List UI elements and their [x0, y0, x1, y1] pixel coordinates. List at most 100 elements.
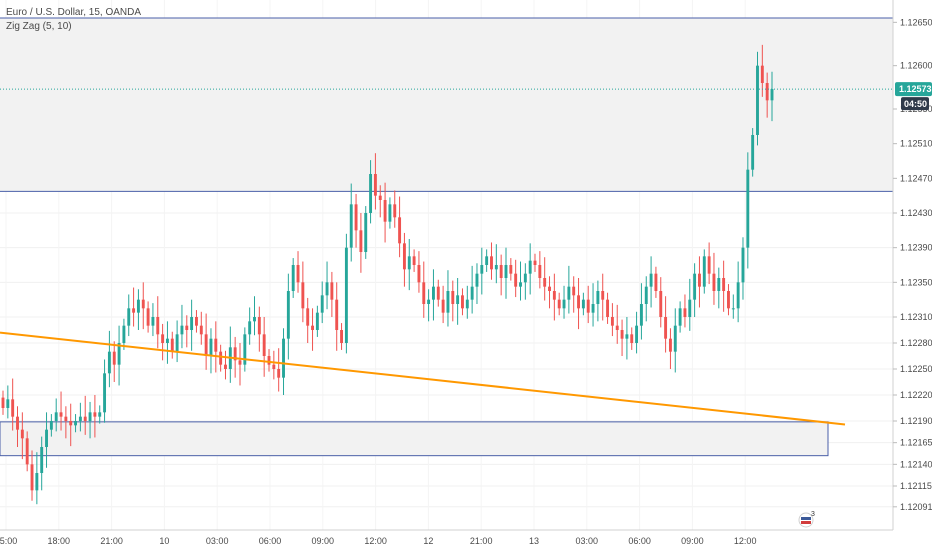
candle-body — [190, 317, 194, 330]
candle-body — [112, 351, 116, 365]
candles-layer — [1, 44, 774, 505]
y-tick-label: 1.12650 — [900, 17, 932, 27]
candle-body — [272, 364, 276, 369]
candle-body — [664, 317, 668, 339]
candle-body — [475, 273, 479, 287]
candle-body — [185, 325, 189, 330]
zones-layer — [0, 17, 893, 457]
candle-body — [668, 338, 672, 352]
candle-body — [54, 412, 58, 421]
candle-body — [441, 299, 445, 313]
candle-body — [373, 174, 377, 196]
candle-body — [722, 278, 726, 291]
indicator-label: Zig Zag (5, 10) — [6, 21, 72, 32]
candle-body — [548, 286, 551, 291]
candle-body — [451, 291, 455, 304]
candle-body — [693, 273, 697, 300]
candle-body — [267, 356, 271, 365]
candle-body — [625, 334, 629, 339]
candle-body — [83, 416, 87, 421]
candle-body — [470, 286, 474, 300]
candle-body — [243, 334, 247, 365]
candle-body — [378, 195, 382, 200]
candle-body — [78, 416, 82, 421]
candle-body — [712, 273, 716, 291]
y-tick-label: 1.12510 — [900, 139, 932, 149]
lines-layer — [0, 88, 893, 426]
candle-body — [519, 282, 522, 287]
candle-body — [141, 299, 145, 309]
candle-body — [25, 438, 29, 465]
candle-body — [306, 308, 310, 326]
candle-body — [170, 338, 174, 352]
candle-body — [456, 295, 460, 304]
x-tick-label: 18:00 — [48, 536, 71, 546]
candle-body — [315, 312, 319, 330]
current-price-tag-bg — [895, 82, 932, 97]
candle-body — [490, 256, 493, 270]
y-tick-label: 1.12280 — [900, 338, 932, 348]
candle-body — [436, 286, 440, 300]
candle-body — [480, 265, 484, 274]
candle-body — [369, 174, 373, 213]
current-price-tag: 1.12573 — [899, 84, 932, 94]
candle-body — [572, 286, 576, 296]
candle-body — [649, 273, 653, 287]
y-tick-label: 1.12310 — [900, 312, 932, 322]
x-tick-label: 21:00 — [100, 536, 123, 546]
candle-body — [11, 399, 15, 417]
candle-body — [98, 412, 102, 417]
candle-body — [16, 416, 19, 430]
y-tick-label: 1.12115 — [900, 481, 932, 491]
candle-body — [586, 299, 590, 313]
candle-body — [727, 291, 730, 309]
candle-body — [35, 473, 39, 491]
candle-body — [388, 204, 392, 222]
candle-body — [644, 286, 648, 304]
event-badge: 3 — [811, 511, 815, 518]
candle-body — [233, 347, 237, 361]
candle-body — [132, 308, 136, 313]
candle-body — [161, 334, 165, 343]
y-tick-label: 1.12390 — [900, 243, 932, 253]
candle-body — [688, 299, 692, 317]
candle-body — [567, 286, 571, 300]
trendline — [0, 331, 846, 426]
candle-body — [344, 247, 348, 343]
candle-body — [248, 321, 252, 335]
candle-body — [6, 399, 10, 408]
candle-body — [122, 325, 126, 343]
flag-stripe — [801, 517, 811, 520]
x-tick-label: 03:00 — [576, 536, 599, 546]
candle-body — [407, 256, 411, 270]
candle-body — [107, 351, 111, 374]
candle-body — [325, 282, 329, 296]
candle-body — [698, 273, 701, 287]
candle-body — [736, 282, 740, 309]
y-tick-label: 1.12091 — [900, 502, 932, 512]
support-zone — [0, 421, 829, 457]
candle-body — [286, 291, 290, 339]
candle-body — [615, 325, 619, 330]
countdown-tag: 04:50 — [904, 99, 927, 109]
candle-body — [412, 256, 416, 265]
flag-stripe — [801, 521, 811, 524]
candle-body — [581, 299, 585, 309]
candle-body — [20, 429, 24, 439]
y-tick-label: 1.12165 — [900, 438, 932, 448]
candle-body — [504, 265, 508, 278]
candle-body — [175, 334, 179, 352]
candle-body — [620, 330, 624, 339]
candle-body — [717, 278, 721, 291]
candle-body — [523, 273, 527, 283]
candle-body — [296, 265, 300, 283]
candle-body — [219, 351, 223, 365]
candle-body — [533, 260, 537, 265]
candle-body — [359, 230, 363, 252]
candle-body — [538, 265, 542, 278]
candle-body — [88, 412, 92, 421]
y-tick-label: 1.12430 — [900, 208, 932, 218]
x-tick-label: 21:00 — [470, 536, 493, 546]
